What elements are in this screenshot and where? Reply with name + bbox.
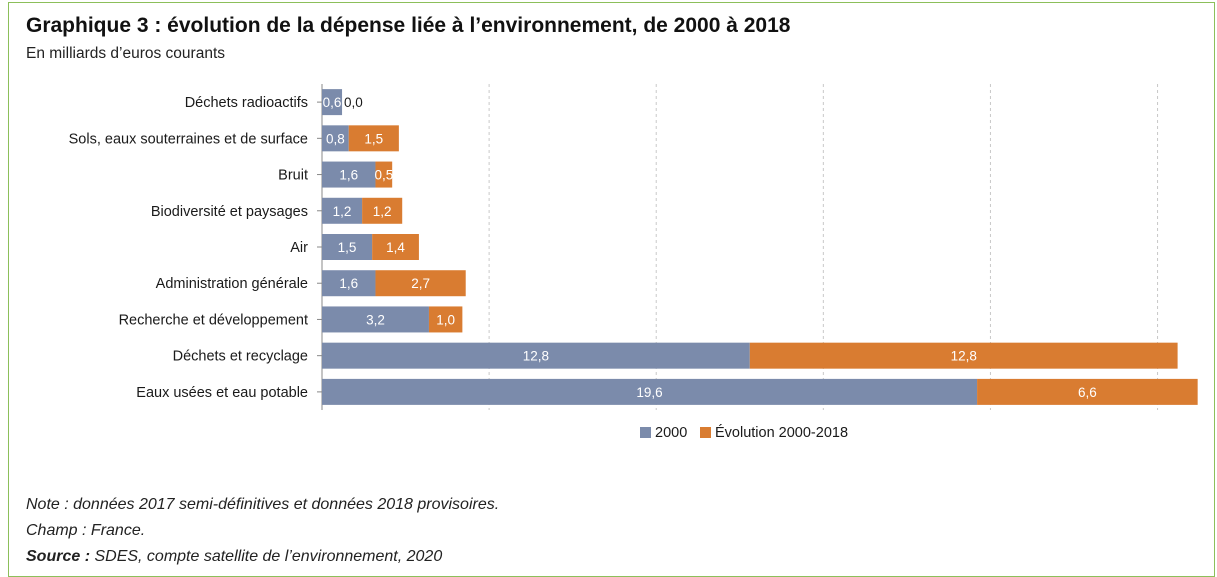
legend-swatch <box>640 427 651 438</box>
legend-label: 2000 <box>655 425 687 441</box>
bar-segment <box>322 125 349 152</box>
bar-segment <box>322 270 376 297</box>
bar-segment <box>362 197 403 224</box>
category-label: Eaux usées et eau potable <box>136 385 308 401</box>
data-label: 6,6 <box>1078 385 1097 400</box>
stacked-bar-chart: Déchets radioactifs 0,6 0,0 Sols, eaux sout… <box>69 84 1198 441</box>
source-line: Source : SDES, compte satellite de l’env… <box>26 544 499 570</box>
data-label: 1,4 <box>386 240 405 255</box>
category-label: Recherche et développement <box>119 312 308 328</box>
data-label: 0,6 <box>323 95 342 110</box>
bar-segment <box>977 378 1198 405</box>
data-label: 12,8 <box>951 349 977 364</box>
category-label: Déchets radioactifs <box>185 95 308 111</box>
source-label: Source : <box>26 548 91 565</box>
bar-segment <box>322 342 750 369</box>
bar-segment <box>428 306 463 333</box>
data-label: 19,6 <box>636 385 662 400</box>
data-label: 1,0 <box>436 312 455 327</box>
bar-segment <box>372 234 419 260</box>
legend-swatch <box>700 427 711 438</box>
category-label: Biodiversité et paysages <box>151 204 308 220</box>
chart-subtitle: En milliards d’euros courants <box>26 45 226 62</box>
bar-segment <box>322 197 363 224</box>
data-label: 1,2 <box>373 204 392 219</box>
bar-segment <box>322 306 429 333</box>
category-label: Bruit <box>278 168 308 184</box>
chart-notes: Note : données 2017 semi-définitives et … <box>26 492 499 570</box>
bar-segment <box>375 270 466 297</box>
category-label: Sols, eaux souterraines et de surface <box>69 131 308 147</box>
data-label: 1,5 <box>338 240 357 255</box>
category-label: Air <box>290 240 308 256</box>
data-label: 3,2 <box>366 312 385 327</box>
bar-segment <box>348 125 399 152</box>
chart-title: Graphique 3 : évolution de la dépense li… <box>26 14 791 37</box>
data-label: 0,0 <box>344 95 363 110</box>
bar-segment <box>322 234 373 260</box>
data-label: 0,8 <box>326 131 345 146</box>
bar-segment <box>322 161 376 188</box>
data-label: 1,6 <box>339 168 358 183</box>
champ-text: Champ : France. <box>26 522 146 539</box>
data-label: 1,6 <box>339 276 358 291</box>
data-label: 2,7 <box>411 276 430 291</box>
data-label: 12,8 <box>523 349 549 364</box>
category-label: Déchets et recyclage <box>173 349 308 365</box>
data-label: 0,5 <box>374 168 393 183</box>
category-label: Administration générale <box>156 276 308 292</box>
source-text: SDES, compte satellite de l’environnemen… <box>90 548 443 565</box>
data-label: 1,2 <box>333 204 352 219</box>
note-text: Note : données 2017 semi-définitives et … <box>26 496 500 513</box>
bar-segment <box>375 161 393 188</box>
data-label: 1,5 <box>364 131 383 146</box>
bar-segment <box>749 342 1178 369</box>
bar-segment <box>322 378 978 405</box>
legend-label: Évolution 2000-2018 <box>715 424 848 441</box>
bar-segment <box>322 89 343 116</box>
